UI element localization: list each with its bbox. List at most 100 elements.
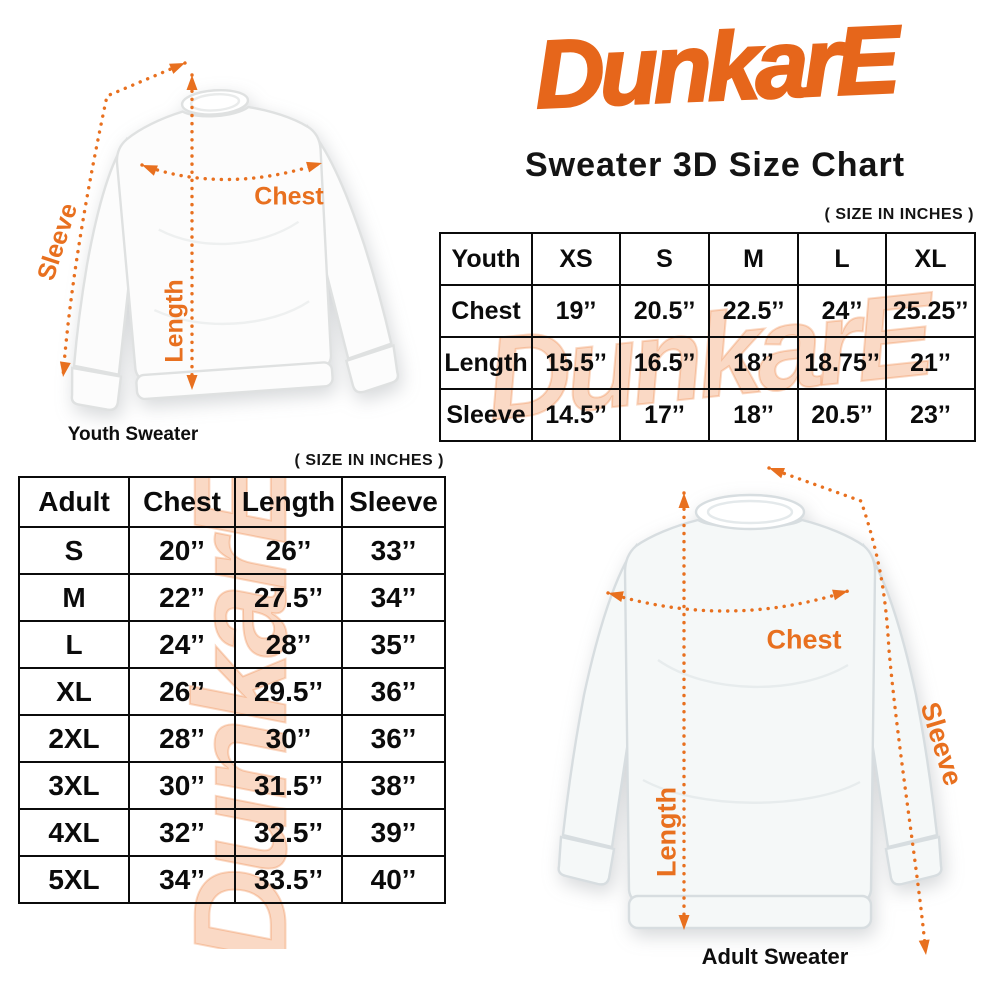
youth-cuff-left (70, 366, 123, 412)
youth-size-table: Youth XS S M L XL Chest 19’’ 20.5’’ 22.5… (439, 232, 976, 442)
table-row: 5XL 34’’ 33.5’’ 40’’ (18, 855, 446, 904)
adult-sweater-diagram: Chest Length Sleeve (478, 450, 998, 970)
table-header-cell: Chest (128, 476, 236, 528)
table-cell: 35’’ (341, 620, 446, 669)
table-header-cell: L (797, 232, 887, 286)
table-cell: 30’’ (234, 714, 343, 763)
table-cell: 36’’ (341, 714, 446, 763)
table-cell: 18’’ (708, 388, 799, 442)
table-row: 4XL 32’’ 32.5’’ 39’’ (18, 808, 446, 857)
table-row: L 24’’ 28’’ 35’’ (18, 620, 446, 669)
row-label-cell: S (18, 526, 130, 575)
table-cell: 22.5’’ (708, 284, 799, 338)
table-header-cell: S (619, 232, 710, 286)
chest-label: Chest (766, 624, 842, 655)
table-cell: 19’’ (531, 284, 621, 338)
table-cell: 15.5’’ (531, 336, 621, 390)
table-cell: 36’’ (341, 667, 446, 716)
table-header-cell: XS (531, 232, 621, 286)
table-cell: 21’’ (885, 336, 976, 390)
youth-sweater-diagram: Chest Length Sleeve (10, 45, 430, 445)
table-cell: 20.5’’ (797, 388, 887, 442)
table-cell: 16.5’’ (619, 336, 710, 390)
length-label: Length (160, 279, 189, 363)
row-label-cell: XL (18, 667, 130, 716)
adult-measure-arrows (606, 466, 930, 957)
table-cell: 38’’ (341, 761, 446, 810)
table-header-cell: Adult (18, 476, 130, 528)
table-cell: 24’’ (128, 620, 236, 669)
table-cell: 40’’ (341, 855, 446, 904)
adult-size-note: ( SIZE IN INCHES ) (294, 452, 444, 469)
adult-sweater-illustration (557, 493, 943, 930)
table-cell: 17’’ (619, 388, 710, 442)
table-row: S 20’’ 26’’ 33’’ (18, 526, 446, 575)
table-header-cell: Length (234, 476, 343, 528)
table-header-row: Adult Chest Length Sleeve (18, 476, 446, 528)
table-cell: 31.5’’ (234, 761, 343, 810)
table-row: XL 26’’ 29.5’’ 36’’ (18, 667, 446, 716)
table-cell: 34’’ (128, 855, 236, 904)
table-cell: 14.5’’ (531, 388, 621, 442)
table-header-cell: M (708, 232, 799, 286)
table-cell: 34’’ (341, 573, 446, 622)
table-cell: 18’’ (708, 336, 799, 390)
adult-cuff-left (557, 835, 616, 886)
table-cell: 25.25’’ (885, 284, 976, 338)
youth-size-note: ( SIZE IN INCHES ) (824, 206, 974, 223)
sleeve-arrow (61, 61, 187, 379)
youth-waistband (135, 361, 334, 401)
table-header-row: Youth XS S M L XL (439, 232, 976, 286)
row-label-cell: 2XL (18, 714, 130, 763)
chest-label: Chest (254, 182, 324, 211)
table-cell: 20’’ (128, 526, 236, 575)
adult-caption: Adult Sweater (701, 944, 849, 969)
sleeve-arrow (767, 466, 928, 957)
row-label-cell: Length (439, 336, 533, 390)
table-cell: 24’’ (797, 284, 887, 338)
row-label-cell: Sleeve (439, 388, 533, 442)
table-cell: 39’’ (341, 808, 446, 857)
table-header-cell: XL (885, 232, 976, 286)
youth-caption: Youth Sweater (67, 424, 199, 445)
table-cell: 33’’ (341, 526, 446, 575)
table-row: Length 15.5’’ 16.5’’ 18’’ 18.75’’ 21’’ (439, 336, 976, 390)
table-cell: 26’’ (234, 526, 343, 575)
table-cell: 22’’ (128, 573, 236, 622)
chest-arrow (140, 161, 324, 182)
table-cell: 26’’ (128, 667, 236, 716)
youth-sweater-illustration (70, 88, 400, 412)
table-cell: 28’’ (234, 620, 343, 669)
table-row: Chest 19’’ 20.5’’ 22.5’’ 24’’ 25.25’’ (439, 284, 976, 338)
row-label-cell: M (18, 573, 130, 622)
page-title: Sweater 3D Size Chart (524, 146, 906, 184)
table-row: 2XL 28’’ 30’’ 36’’ (18, 714, 446, 763)
table-row: M 22’’ 27.5’’ 34’’ (18, 573, 446, 622)
arrowheads (608, 467, 930, 955)
row-label-cell: 3XL (18, 761, 130, 810)
row-label-cell: 4XL (18, 808, 130, 857)
brand-logo: DunkarE (532, 5, 899, 130)
table-header-cell: Youth (439, 232, 533, 286)
table-cell: 32’’ (128, 808, 236, 857)
table-cell: 23’’ (885, 388, 976, 442)
row-label-cell: Chest (439, 284, 533, 338)
table-cell: 27.5’’ (234, 573, 343, 622)
chest-arrow (606, 589, 850, 613)
youth-measure-arrows (59, 61, 324, 392)
table-cell: 33.5’’ (234, 855, 343, 904)
table-cell: 32.5’’ (234, 808, 343, 857)
table-row: Sleeve 14.5’’ 17’’ 18’’ 20.5’’ 23’’ (439, 388, 976, 442)
adult-size-table: Adult Chest Length Sleeve S 20’’ 26’’ 33… (18, 476, 446, 904)
row-label-cell: L (18, 620, 130, 669)
adult-waistband (627, 894, 873, 930)
table-cell: 18.75’’ (797, 336, 887, 390)
table-cell: 28’’ (128, 714, 236, 763)
table-row: 3XL 30’’ 31.5’’ 38’’ (18, 761, 446, 810)
table-cell: 20.5’’ (619, 284, 710, 338)
youth-cuff-right (344, 343, 400, 394)
row-label-cell: 5XL (18, 855, 130, 904)
length-label: Length (651, 787, 682, 877)
table-header-cell: Sleeve (341, 476, 446, 528)
